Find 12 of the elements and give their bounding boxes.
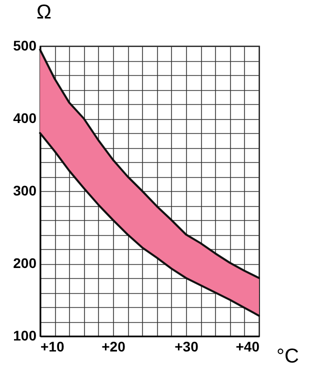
y-tick-label: 300: [13, 182, 37, 198]
x-tick-label: +30: [174, 338, 199, 354]
x-tick-label: +20: [102, 338, 126, 354]
y-tick-label: 100: [13, 328, 37, 344]
y-tick-label: 200: [13, 255, 37, 271]
y-tick-label: 500: [13, 38, 37, 54]
y-tick-label: 400: [13, 110, 37, 126]
x-tick-label: +10: [40, 338, 64, 354]
line-series: [39, 132, 260, 317]
y-axis-title: Ω: [36, 2, 52, 24]
x-tick-label: +40: [236, 338, 260, 354]
x-axis-title: °C: [276, 346, 299, 368]
